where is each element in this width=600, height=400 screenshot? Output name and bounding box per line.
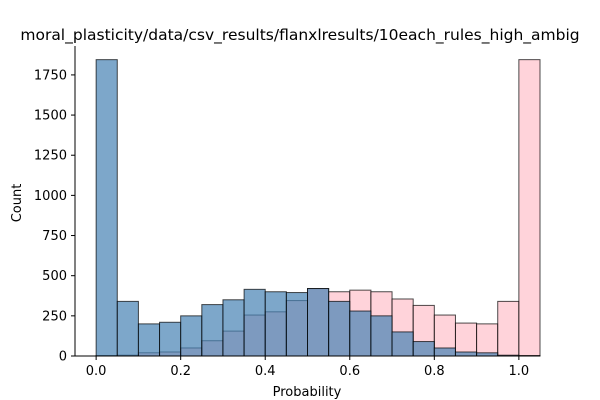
x-axis-label: Probability — [273, 385, 342, 400]
bar-series1-bin21 — [518, 59, 541, 357]
bar-series1-bin19 — [476, 323, 499, 357]
bar-series2-bin17 — [433, 347, 456, 357]
bar-series1-bin20 — [497, 300, 520, 357]
bar-series2-bin7 — [222, 299, 245, 357]
axes-spines — [74, 46, 540, 357]
y-axis-label: Count — [10, 184, 25, 223]
y-tick-label: 750 — [42, 229, 67, 244]
bar-series2-bin14 — [370, 315, 393, 357]
bar-series2-bin18 — [454, 351, 478, 357]
x-axis-ticks: 0.0 0.2 0.4 0.6 0.8 1.0 — [86, 356, 529, 379]
bar-series2-bin9 — [264, 291, 287, 357]
bar-series2-bin3 — [137, 323, 161, 357]
y-tick-label: 500 — [42, 269, 67, 284]
y-axis-ticks: 0 250 500 750 1000 1250 1500 1750 — [34, 68, 75, 365]
x-tick-label: 0.6 — [339, 364, 360, 379]
chart-title: moral_plasticity/data/csv_results/flanxl… — [20, 26, 579, 45]
bar-series2-bin11 — [307, 288, 330, 357]
bar-series2-bin5 — [180, 315, 203, 357]
x-tick-label: 0.2 — [170, 364, 191, 379]
bar-series2-bin8 — [243, 288, 266, 357]
bar-series2-bin10 — [285, 292, 309, 357]
y-tick-label: 0 — [59, 350, 67, 365]
bar-series2-bin4 — [159, 321, 182, 357]
bar-series2-bin2 — [116, 300, 139, 357]
x-tick-label: 0.8 — [424, 364, 445, 379]
x-tick-label: 0.0 — [86, 364, 107, 379]
bar-series2-bin6 — [201, 304, 224, 357]
bar-series2-bin12 — [328, 300, 351, 357]
y-tick-label: 1250 — [34, 149, 67, 164]
y-tick-label: 250 — [42, 309, 67, 324]
bar-series2-bin13 — [349, 310, 372, 357]
bar-series2-bin16 — [412, 341, 435, 357]
histogram-bars — [95, 59, 541, 357]
x-tick-label: 0.4 — [255, 364, 276, 379]
bar-series1-bin18 — [454, 322, 478, 357]
x-tick-label: 1.0 — [509, 364, 530, 379]
y-tick-label: 1750 — [34, 68, 67, 83]
y-tick-label: 1000 — [34, 189, 67, 204]
y-tick-label: 1500 — [34, 109, 67, 124]
bar-series2-bin1 — [95, 59, 118, 357]
bar-series2-bin15 — [391, 331, 414, 357]
